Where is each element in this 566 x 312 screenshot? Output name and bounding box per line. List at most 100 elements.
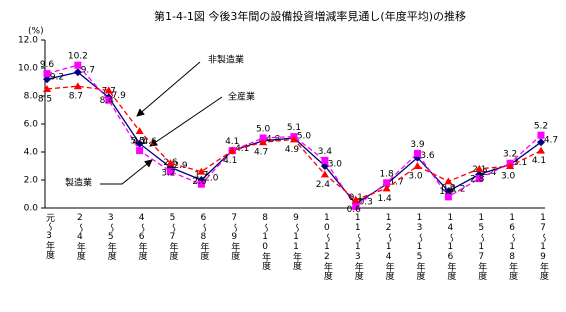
data-point [383, 179, 391, 187]
y-axis-label: (%) [28, 27, 44, 37]
data-point [43, 70, 51, 78]
data-point [73, 68, 82, 77]
value-label: 3.0 [328, 160, 343, 170]
value-label: 1.8 [379, 169, 394, 179]
x-tick-label: 2～4年度 [74, 213, 85, 260]
data-point [475, 175, 483, 183]
value-label: 4.1 [223, 156, 237, 166]
value-label: 0.3 [359, 197, 373, 207]
data-point [259, 134, 267, 142]
value-label: 3.9 [410, 140, 425, 150]
legend-arrow [100, 159, 153, 185]
data-point [43, 85, 51, 92]
data-point [351, 195, 360, 203]
value-label: 1.9 [439, 187, 454, 197]
data-point [382, 184, 391, 192]
data-point [537, 131, 545, 139]
series-line [46, 85, 542, 201]
value-label: 2.0 [204, 174, 219, 184]
value-label: 2.8 [470, 174, 485, 184]
value-label: 3.2 [503, 150, 517, 160]
value-label: 4.8 [266, 134, 281, 144]
data-point [444, 193, 452, 201]
value-label: 3.6 [420, 151, 435, 161]
value-label: 3.4 [318, 147, 333, 157]
value-label: 3.2 [161, 169, 175, 179]
x-tick-label: 8～10年度 [260, 213, 271, 270]
legend-label: 非製造業 [208, 54, 244, 66]
x-tick-label: 9～11年度 [291, 213, 301, 270]
chart-title: 第1-4-1図 今後3年間の設備投資増減率見通し(年度平均)の推移 [154, 9, 466, 23]
data-point [197, 167, 206, 175]
value-label: 0.8 [441, 183, 456, 193]
value-label: 4.1 [532, 156, 546, 166]
data-point [73, 82, 82, 90]
value-label: 4.1 [235, 144, 249, 154]
x-tick-label: 16～18年度 [507, 213, 518, 280]
data-point [228, 146, 237, 154]
data-point [321, 156, 329, 164]
value-label: 2.6 [192, 177, 207, 187]
value-label: 8.7 [69, 92, 83, 102]
legend-label: 製造業 [65, 177, 92, 189]
legend-arrow [149, 96, 223, 147]
value-label: 5.2 [534, 122, 548, 132]
x-tick-label: 元～3年度 [44, 213, 54, 259]
value-label: 5.0 [297, 132, 312, 142]
data-point [444, 187, 453, 196]
value-label: 9.2 [50, 73, 64, 83]
value-label: 9.7 [81, 66, 95, 76]
value-label: 4.7 [544, 136, 558, 146]
value-label: 5.1 [287, 123, 301, 133]
data-point [320, 170, 329, 178]
x-tick-label: 10～12年度 [321, 213, 332, 280]
x-tick-label: 4～6年度 [136, 213, 147, 260]
x-tick-label: 6～8年度 [198, 213, 209, 260]
legend-arrow [136, 61, 201, 117]
value-label: 4.1 [225, 137, 239, 147]
value-label: 9.6 [40, 60, 55, 70]
data-point [475, 164, 484, 172]
x-tick-label: 7～9年度 [229, 213, 240, 260]
data-point [414, 149, 421, 157]
y-tick-label: 4.0 [24, 148, 39, 158]
x-tick-label: 13～15年度 [414, 213, 425, 280]
x-tick-label: 11～13年度 [352, 213, 363, 280]
value-label: 1.2 [451, 185, 465, 195]
y-tick-label: 10.0 [18, 64, 38, 74]
value-label: 3.0 [501, 172, 516, 182]
data-point [135, 127, 144, 134]
data-point [537, 138, 545, 147]
x-tick-label: 15～17年度 [476, 213, 487, 280]
value-label: 7.9 [112, 91, 127, 101]
value-label: 2.4 [316, 180, 331, 190]
value-label: 4.9 [285, 145, 300, 155]
value-label: 5.0 [256, 125, 271, 135]
y-tick-label: 2.0 [24, 176, 39, 186]
data-point [537, 146, 545, 154]
data-point [197, 180, 205, 188]
value-label: 1.7 [194, 171, 208, 181]
value-label: 0.6 [347, 205, 362, 215]
x-tick-label: 17～19年度 [538, 213, 548, 280]
data-point [135, 139, 144, 148]
value-label: 1.4 [377, 194, 392, 204]
value-label: 4.1 [132, 137, 146, 147]
value-label: 5.5 [130, 137, 144, 147]
value-label: 8.5 [38, 95, 52, 105]
data-point [104, 86, 113, 94]
data-point [43, 75, 51, 84]
data-point [413, 162, 422, 169]
x-tick-label: 14～16年度 [445, 213, 456, 280]
value-label: 8.4 [100, 96, 115, 106]
data-point [259, 138, 268, 146]
x-tick-label: 5～7年度 [167, 213, 178, 260]
x-tick-label: 12～14年度 [383, 213, 394, 280]
data-point [506, 162, 515, 169]
value-label: 1.7 [389, 178, 403, 188]
data-point [167, 168, 174, 176]
y-tick-label: 12.0 [18, 36, 38, 46]
data-point [105, 96, 113, 104]
